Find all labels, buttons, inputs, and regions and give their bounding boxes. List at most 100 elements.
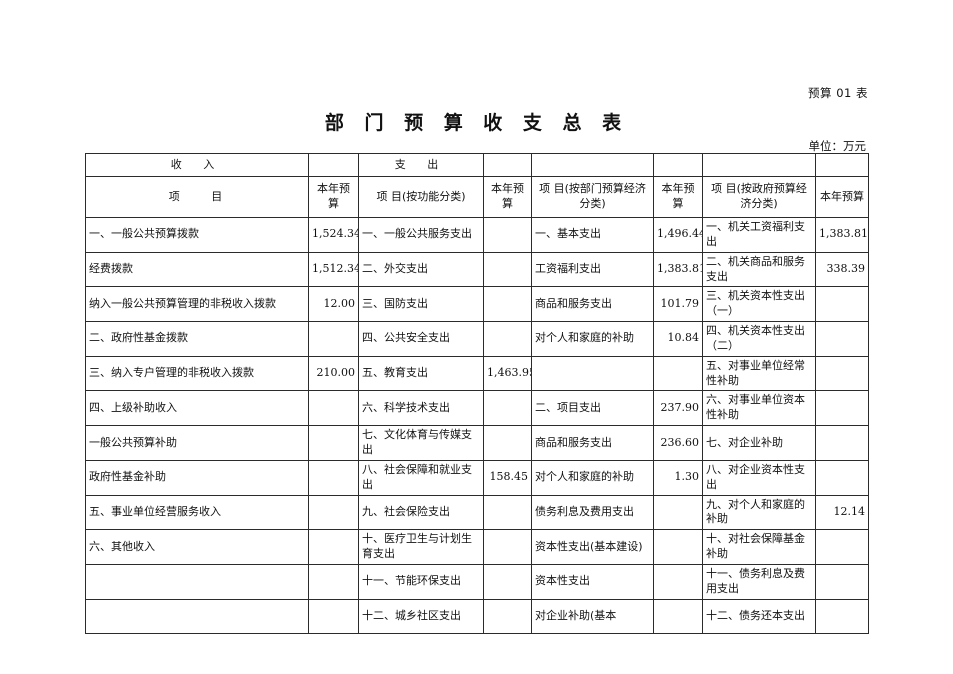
group-header-row: 收 入 支 出 — [85, 153, 869, 177]
column-header-income-budget: 本年预算 — [308, 176, 359, 218]
cell-gov-econ-budget — [815, 390, 869, 427]
column-header-row: 项 目 本年预算 项 目(按功能分类) 本年预算 项 目(按部门预算经济分类) … — [85, 176, 869, 218]
cell-dept-econ-item: 工资福利支出 — [531, 251, 654, 288]
table-row: 三、纳入专户管理的非税收入拨款 210.00 五、教育支出 1,463.95 五、对事业… — [85, 355, 869, 392]
cell-func-item: 二、外交支出 — [358, 251, 484, 288]
cell-gov-econ-item: 九、对个人和家庭的补助 — [702, 494, 816, 531]
cell-income-item: 政府性基金补助 — [85, 459, 309, 496]
table-row: 四、上级补助收入 六、科学技术支出 二、项目支出 237.90 六、对事业单位资本性补助 — [85, 390, 869, 427]
cell-func-budget — [483, 390, 532, 427]
cell-income-item: 一、一般公共预算拨款 — [85, 217, 309, 253]
cell-dept-econ-item: 商品和服务支出 — [531, 425, 654, 461]
group-header-blank-1 — [308, 153, 359, 177]
cell-income-budget — [308, 529, 359, 565]
cell-func-item: 四、公共安全支出 — [358, 321, 484, 357]
cell-func-item: 五、教育支出 — [358, 355, 484, 392]
cell-income-item: 四、上级补助收入 — [85, 390, 309, 427]
cell-income-item: 一般公共预算补助 — [85, 425, 309, 461]
cell-income-budget: 1,512.34 — [308, 251, 359, 288]
cell-func-budget: 158.45 — [483, 459, 532, 496]
budget-table: 收 入 支 出 项 目 本年预算 项 目(按功能分类) 本年预算 项 目(按部门… — [85, 153, 869, 634]
cell-dept-econ-budget — [653, 355, 703, 392]
cell-gov-econ-item: 十二、债务还本支出 — [702, 598, 816, 634]
cell-func-budget — [483, 321, 532, 357]
cell-func-item: 九、社会保险支出 — [358, 494, 484, 531]
cell-func-item: 七、文化体育与传媒支出 — [358, 425, 484, 461]
cell-gov-econ-item: 二、机关商品和服务支出 — [702, 251, 816, 288]
cell-dept-econ-budget: 1,383.81 — [653, 251, 703, 288]
cell-gov-econ-budget — [815, 598, 869, 634]
cell-income-item: 五、事业单位经营服务收入 — [85, 494, 309, 531]
cell-dept-econ-item: 二、项目支出 — [531, 390, 654, 427]
table-row: 六、其他收入 十、医疗卫生与计划生育支出 资本性支出(基本建设) 十、对社会保障基金补… — [85, 529, 869, 565]
table-row: 一、一般公共预算拨款 1,524.34 一、一般公共服务支出 一、基本支出 1,496.… — [85, 217, 869, 253]
table-head: 收 入 支 出 项 目 本年预算 项 目(按功能分类) 本年预算 项 目(按部门… — [85, 153, 869, 218]
cell-dept-econ-budget — [653, 598, 703, 634]
cell-gov-econ-budget: 12.14 — [815, 494, 869, 531]
column-header-func-item: 项 目(按功能分类) — [358, 176, 484, 218]
cell-dept-econ-budget — [653, 494, 703, 531]
unit-note: 单位：万元 — [808, 139, 867, 153]
cell-gov-econ-item: 三、机关资本性支出（一） — [702, 286, 816, 323]
table-row: 一般公共预算补助 七、文化体育与传媒支出 商品和服务支出 236.60 七、对企业补助 — [85, 425, 869, 461]
cell-dept-econ-item: 资本性支出 — [531, 563, 654, 600]
cell-income-item: 纳入一般公共预算管理的非税收入拨款 — [85, 286, 309, 323]
cell-func-budget — [483, 563, 532, 600]
column-header-gov-econ-budget: 本年预算 — [815, 176, 869, 218]
cell-func-item: 十一、节能环保支出 — [358, 563, 484, 600]
cell-dept-econ-budget — [653, 563, 703, 600]
group-header-blank-6 — [815, 153, 869, 177]
cell-dept-econ-budget: 10.84 — [653, 321, 703, 357]
cell-income-item — [85, 563, 309, 600]
cell-dept-econ-budget: 101.79 — [653, 286, 703, 323]
table-row: 二、政府性基金拨款 四、公共安全支出 对个人和家庭的补助 10.84 四、机关资本性支出… — [85, 321, 869, 357]
cell-income-budget — [308, 459, 359, 496]
cell-gov-econ-item: 七、对企业补助 — [702, 425, 816, 461]
cell-gov-econ-budget — [815, 286, 869, 323]
cell-dept-econ-budget: 237.90 — [653, 390, 703, 427]
cell-income-budget — [308, 598, 359, 634]
cell-income-item: 二、政府性基金拨款 — [85, 321, 309, 357]
table-row: 政府性基金补助 八、社会保障和就业支出 158.45 对个人和家庭的补助 1.30 八、对… — [85, 459, 869, 496]
cell-gov-econ-item: 八、对企业资本性支出 — [702, 459, 816, 496]
column-header-dept-econ-budget: 本年预算 — [653, 176, 703, 218]
cell-income-budget — [308, 563, 359, 600]
cell-gov-econ-item: 一、机关工资福利支出 — [702, 217, 816, 253]
cell-func-budget — [483, 217, 532, 253]
cell-dept-econ-item: 债务利息及费用支出 — [531, 494, 654, 531]
column-header-gov-econ-item: 项 目(按政府预算经济分类) — [702, 176, 816, 218]
cell-gov-econ-budget — [815, 563, 869, 600]
cell-gov-econ-budget — [815, 529, 869, 565]
group-header-expenditure: 支 出 — [358, 153, 484, 177]
cell-gov-econ-budget — [815, 355, 869, 392]
cell-income-budget: 1,524.34 — [308, 217, 359, 253]
cell-func-budget — [483, 494, 532, 531]
table-row: 十一、节能环保支出 资本性支出 十一、债务利息及费用支出 — [85, 563, 869, 600]
column-header-income-item: 项 目 — [85, 176, 309, 218]
cell-dept-econ-item — [531, 355, 654, 392]
column-header-func-budget: 本年预算 — [483, 176, 532, 218]
cell-gov-econ-budget: 338.39 — [815, 251, 869, 288]
cell-func-item: 六、科学技术支出 — [358, 390, 484, 427]
cell-func-budget — [483, 425, 532, 461]
table-row: 经费拨款 1,512.34 二、外交支出 工资福利支出 1,383.81 二、机关商品和服… — [85, 251, 869, 288]
table-body: 一、一般公共预算拨款 1,524.34 一、一般公共服务支出 一、基本支出 1,496.… — [85, 217, 869, 634]
column-header-dept-econ-item: 项 目(按部门预算经济分类) — [531, 176, 654, 218]
cell-gov-econ-budget — [815, 459, 869, 496]
cell-income-budget: 12.00 — [308, 286, 359, 323]
cell-dept-econ-item: 对个人和家庭的补助 — [531, 321, 654, 357]
cell-gov-econ-item: 五、对事业单位经常性补助 — [702, 355, 816, 392]
budget-table-container: 收 入 支 出 项 目 本年预算 项 目(按功能分类) 本年预算 项 目(按部门… — [85, 153, 869, 634]
sheet-number: 预算 01 表 — [808, 86, 868, 100]
cell-func-item: 十二、城乡社区支出 — [358, 598, 484, 634]
cell-gov-econ-item: 四、机关资本性支出（二） — [702, 321, 816, 357]
cell-income-item: 六、其他收入 — [85, 529, 309, 565]
cell-dept-econ-budget — [653, 529, 703, 565]
cell-income-budget — [308, 425, 359, 461]
group-header-income: 收 入 — [85, 153, 309, 177]
cell-income-budget — [308, 494, 359, 531]
cell-income-budget — [308, 321, 359, 357]
cell-gov-econ-budget: 1,383.81 — [815, 217, 869, 253]
cell-gov-econ-budget — [815, 321, 869, 357]
